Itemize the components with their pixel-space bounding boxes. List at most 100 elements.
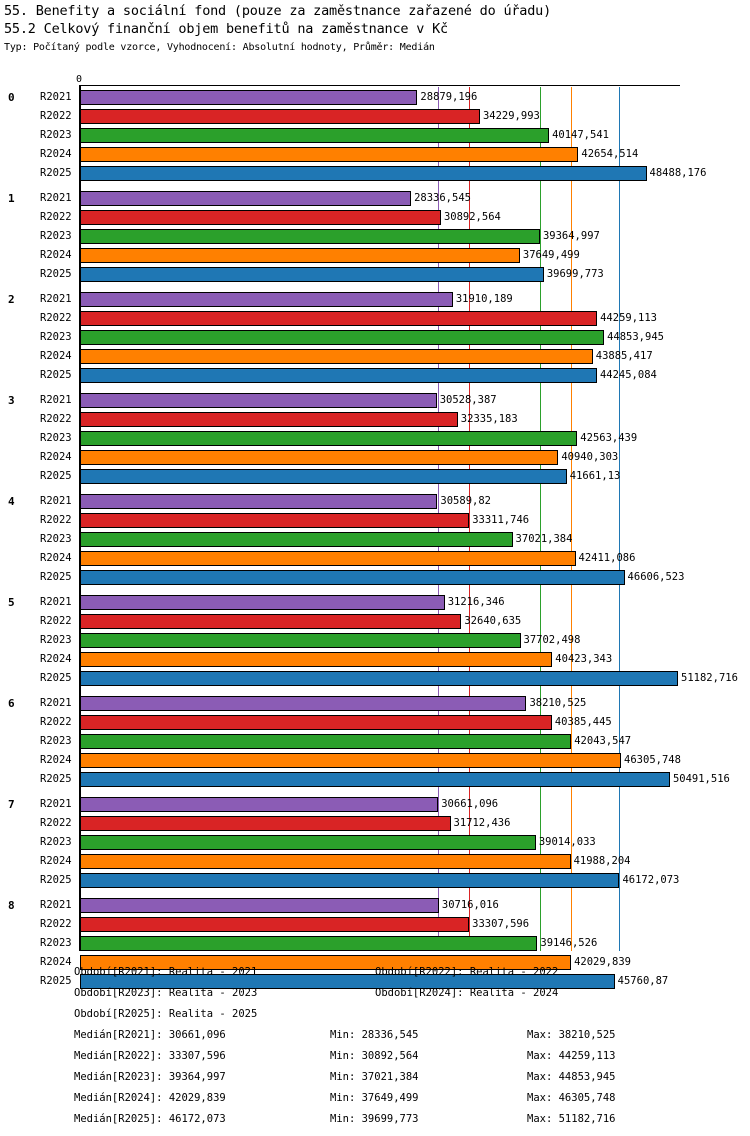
bar-r2024[interactable] [80, 147, 579, 162]
bar-r2025[interactable] [80, 974, 615, 989]
bar-row[interactable]: R2022 32335,183 [0, 410, 750, 429]
bar-r2021[interactable] [80, 292, 453, 307]
bar-r2023[interactable] [80, 128, 550, 143]
bar-r2022[interactable] [80, 412, 458, 427]
bar-r2022[interactable] [80, 109, 480, 124]
bar-row[interactable]: R2025 46172,073 [0, 871, 750, 890]
bar-row[interactable]: R2021 30661,096 [0, 795, 750, 814]
series-label: R2023 [40, 836, 72, 848]
bar-r2025[interactable] [80, 570, 625, 585]
bar-row[interactable]: R2022 31712,436 [0, 814, 750, 833]
bar-row[interactable]: R2025 44245,084 [0, 366, 750, 385]
bar-r2023[interactable] [80, 835, 536, 850]
bar-row[interactable]: R2023 42563,439 [0, 429, 750, 448]
bar-row[interactable]: R2022 33307,596 [0, 915, 750, 934]
bar-row[interactable]: R2022 40385,445 [0, 713, 750, 732]
bar-r2021[interactable] [80, 797, 439, 812]
bar-r2021[interactable] [80, 696, 527, 711]
bar-row[interactable]: R2024 40940,303 [0, 448, 750, 467]
bar-r2022[interactable] [80, 513, 470, 528]
bar-row[interactable]: R2022 44259,113 [0, 309, 750, 328]
bar-r2021[interactable] [80, 898, 439, 913]
bar-r2022[interactable] [80, 614, 462, 629]
bar-row[interactable]: R2024 43885,417 [0, 347, 750, 366]
bar-r2025[interactable] [80, 873, 620, 888]
bar-r2025[interactable] [80, 772, 670, 787]
bar-row[interactable]: R2025 46606,523 [0, 568, 750, 587]
bar-r2023[interactable] [80, 532, 513, 547]
bar-row[interactable]: R2021 28879,196 [0, 88, 750, 107]
bar-r2023[interactable] [80, 330, 605, 345]
bar-r2024[interactable] [80, 551, 576, 566]
bar-r2024[interactable] [80, 349, 593, 364]
bar-r2025[interactable] [80, 166, 647, 181]
bar-row[interactable]: R2023 39146,526 [0, 934, 750, 953]
bar-r2023[interactable] [80, 734, 572, 749]
legend-median-value: Medián[R2023]: 39364,997 [74, 1071, 226, 1083]
bar-r2022[interactable] [80, 917, 470, 932]
bar-r2024[interactable] [80, 955, 572, 970]
bar-row[interactable]: R2021 30716,016 [0, 896, 750, 915]
bar-r2023[interactable] [80, 229, 540, 244]
bar-row[interactable]: R2023 37702,498 [0, 631, 750, 650]
bar-r2025[interactable] [80, 671, 679, 686]
bar-group: 6 R2021 38210,525 R2022 40385,445 R2023 42043,… [0, 694, 750, 789]
series-label: R2024 [40, 249, 72, 261]
bar-r2024[interactable] [80, 248, 520, 263]
bar-row[interactable]: R2023 44853,945 [0, 328, 750, 347]
bar-row[interactable]: R2025 50491,516 [0, 770, 750, 789]
bar-row[interactable]: R2021 28336,545 [0, 189, 750, 208]
bar-r2021[interactable] [80, 191, 412, 206]
bar-r2023[interactable] [80, 936, 538, 951]
bar-row[interactable]: R2022 32640,635 [0, 612, 750, 631]
bar-row[interactable]: R2024 40423,343 [0, 650, 750, 669]
bar-r2023[interactable] [80, 633, 521, 648]
bar-r2022[interactable] [80, 210, 441, 225]
bar-row[interactable]: R2021 38210,525 [0, 694, 750, 713]
bar-row[interactable]: R2024 42029,839 [0, 953, 750, 972]
bar-row[interactable]: R2023 42043,547 [0, 732, 750, 751]
bar-row[interactable]: R2021 31216,346 [0, 593, 750, 612]
bar-r2024[interactable] [80, 652, 553, 667]
bar-row[interactable]: R2021 31910,189 [0, 290, 750, 309]
bar-r2022[interactable] [80, 311, 598, 326]
series-label: R2021 [40, 798, 72, 810]
bar-row[interactable]: R2023 39364,997 [0, 227, 750, 246]
bar-r2025[interactable] [80, 267, 544, 282]
bar-row[interactable]: R2025 51182,716 [0, 669, 750, 688]
bar-row[interactable]: R2024 46305,748 [0, 751, 750, 770]
bar-r2021[interactable] [80, 494, 438, 509]
bar-r2025[interactable] [80, 368, 597, 383]
bar-row[interactable]: R2021 30528,387 [0, 391, 750, 410]
bar-row[interactable]: R2024 42654,514 [0, 145, 750, 164]
bar-row[interactable]: R2025 48488,176 [0, 164, 750, 183]
bar-row[interactable]: R2021 30589,82 [0, 492, 750, 511]
bar-r2025[interactable] [80, 469, 567, 484]
bar-r2024[interactable] [80, 854, 571, 869]
bar-value-label: 37702,498 [523, 634, 581, 646]
bar-row[interactable]: R2023 40147,541 [0, 126, 750, 145]
bar-row[interactable]: R2024 37649,499 [0, 246, 750, 265]
bar-row[interactable]: R2022 30892,564 [0, 208, 750, 227]
bar-row[interactable]: R2024 41988,204 [0, 852, 750, 871]
bar-r2024[interactable] [80, 753, 622, 768]
bar-r2021[interactable] [80, 595, 445, 610]
bar-row[interactable]: R2022 33311,746 [0, 511, 750, 530]
bar-row[interactable]: R2025 39699,773 [0, 265, 750, 284]
legend-min-value: Min: 39699,773 [330, 1113, 419, 1125]
bar-r2022[interactable] [80, 715, 552, 730]
bar-r2021[interactable] [80, 393, 437, 408]
bar-r2022[interactable] [80, 816, 451, 831]
bar-r2021[interactable] [80, 90, 418, 105]
bar-row[interactable]: R2024 42411,086 [0, 549, 750, 568]
bar-row[interactable]: R2025 45760,87 [0, 972, 750, 991]
bar-r2023[interactable] [80, 431, 578, 446]
legend-median-value: Medián[R2025]: 46172,073 [74, 1113, 226, 1125]
bar-value-label: 28336,545 [414, 192, 471, 204]
bar-row[interactable]: R2025 41661,13 [0, 467, 750, 486]
legend-stats-row: Medián[R2021]: 30661,096 Min: 28336,545 Ma… [0, 1025, 750, 1046]
bar-row[interactable]: R2023 39014,033 [0, 833, 750, 852]
bar-row[interactable]: R2022 34229,993 [0, 107, 750, 126]
bar-row[interactable]: R2023 37021,384 [0, 530, 750, 549]
bar-r2024[interactable] [80, 450, 559, 465]
